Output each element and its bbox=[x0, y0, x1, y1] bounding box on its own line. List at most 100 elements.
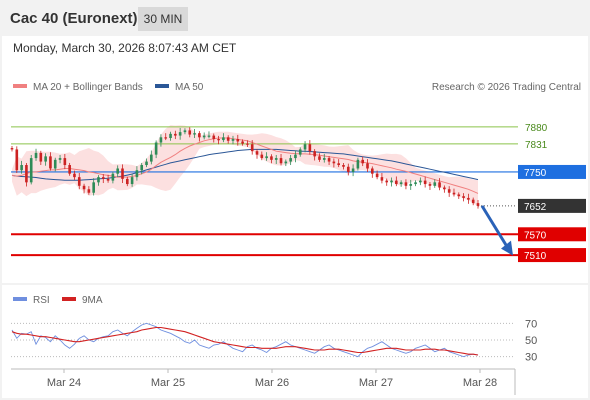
candle-body bbox=[154, 142, 158, 155]
chart-datetime: Monday, March 30, 2026 8:07:43 AM CET bbox=[13, 41, 237, 55]
ma50-legend-label: MA 50 bbox=[175, 82, 204, 93]
candle-body bbox=[77, 177, 81, 186]
candle-body bbox=[467, 197, 470, 200]
candle-body bbox=[174, 133, 177, 136]
level-label-7880: 7880 bbox=[525, 123, 548, 134]
candle-body bbox=[361, 159, 365, 164]
candle-body bbox=[53, 159, 57, 169]
candle-body bbox=[294, 154, 297, 159]
candle-body bbox=[322, 158, 326, 160]
candle-body bbox=[447, 189, 451, 193]
copyright-text: Research © 2026 Trading Central bbox=[432, 82, 581, 93]
candle-body bbox=[289, 158, 292, 162]
candle-body bbox=[111, 173, 115, 181]
candle-body bbox=[346, 166, 350, 172]
candle-body bbox=[39, 152, 43, 162]
candle-body bbox=[226, 137, 230, 141]
candle-body bbox=[260, 154, 264, 159]
candle-body bbox=[318, 156, 321, 160]
candle-body bbox=[409, 184, 413, 186]
candle-body bbox=[217, 139, 220, 141]
candle-body bbox=[471, 199, 475, 204]
candle-body bbox=[73, 173, 76, 178]
level-label-7831: 7831 bbox=[525, 140, 548, 151]
candle-body bbox=[313, 151, 316, 157]
candle-body bbox=[385, 180, 389, 183]
projection-arrow bbox=[480, 205, 509, 248]
rsi-tick-label: 70 bbox=[525, 318, 537, 330]
candle-body bbox=[231, 139, 235, 141]
chart-header bbox=[2, 2, 588, 36]
candle-body bbox=[395, 180, 398, 185]
candle-body bbox=[82, 185, 86, 190]
level-label-7750: 7750 bbox=[524, 168, 547, 179]
candle-body bbox=[135, 170, 139, 178]
level-label-7652: 7652 bbox=[524, 202, 547, 213]
candle-body bbox=[106, 178, 110, 181]
candle-body bbox=[250, 144, 254, 152]
candle-body bbox=[443, 187, 446, 190]
candle-body bbox=[145, 161, 148, 166]
level-tag-7570 bbox=[518, 227, 586, 242]
candle-body bbox=[457, 194, 461, 197]
candle-body bbox=[423, 180, 427, 185]
candle-body bbox=[366, 163, 369, 169]
price-chart: 7880 7831 7750 7652 7570 7510 bbox=[10, 123, 586, 263]
candle-body bbox=[198, 133, 201, 138]
candle-body bbox=[342, 165, 345, 167]
candle-body bbox=[58, 158, 62, 160]
level-label-7570: 7570 bbox=[524, 230, 547, 241]
candle-body bbox=[332, 161, 336, 164]
candle-body bbox=[193, 133, 196, 135]
candle-body bbox=[274, 158, 278, 160]
projection-arrowhead bbox=[501, 240, 513, 256]
candle-body bbox=[15, 149, 19, 171]
candle-body bbox=[121, 168, 124, 179]
ma20-legend-label: MA 20 + Bollinger Bands bbox=[33, 82, 143, 93]
candle-body bbox=[140, 165, 144, 171]
candle-body bbox=[390, 180, 393, 183]
candle-body bbox=[270, 156, 273, 160]
candle-body bbox=[92, 182, 95, 193]
candle-body bbox=[222, 137, 225, 141]
candle-body bbox=[164, 137, 168, 139]
candle-body bbox=[68, 165, 71, 174]
candle-body bbox=[428, 184, 432, 186]
level-tag-7750 bbox=[518, 164, 586, 179]
candle-body bbox=[101, 177, 105, 179]
candle-body bbox=[303, 144, 307, 150]
candle-body bbox=[34, 152, 38, 159]
bollinger-band bbox=[12, 125, 478, 207]
candle-body bbox=[188, 130, 192, 135]
level-tag-7652 bbox=[518, 198, 586, 213]
candle-body bbox=[44, 156, 47, 162]
rsi-ma-line bbox=[11, 326, 479, 356]
rsi-legend-swatch bbox=[13, 297, 27, 301]
candle-body bbox=[159, 137, 163, 143]
candle-body bbox=[399, 182, 403, 185]
candle-body bbox=[246, 143, 249, 145]
rsi-ma-legend-swatch bbox=[62, 297, 76, 301]
candle-body bbox=[183, 130, 187, 133]
x-tick-label: Mar 27 bbox=[359, 377, 393, 389]
candle-body bbox=[116, 168, 119, 174]
candle-body bbox=[462, 196, 465, 198]
candle-body bbox=[63, 158, 67, 166]
x-tick-label: Mar 25 bbox=[151, 377, 185, 389]
candle-body bbox=[255, 151, 259, 155]
timeframe-button[interactable]: 30 MIN bbox=[138, 7, 188, 31]
candle-body bbox=[356, 159, 360, 169]
candle-body bbox=[25, 165, 28, 183]
candle-body bbox=[125, 178, 129, 185]
candle-body bbox=[265, 156, 268, 159]
candle-body bbox=[284, 161, 288, 164]
candle-body bbox=[10, 148, 14, 150]
candle-body bbox=[327, 158, 331, 162]
candle-body bbox=[236, 139, 240, 142]
candle-body bbox=[298, 149, 302, 155]
candle-body bbox=[207, 135, 211, 137]
candle-body bbox=[241, 141, 244, 144]
ma20-legend-swatch bbox=[13, 84, 27, 88]
